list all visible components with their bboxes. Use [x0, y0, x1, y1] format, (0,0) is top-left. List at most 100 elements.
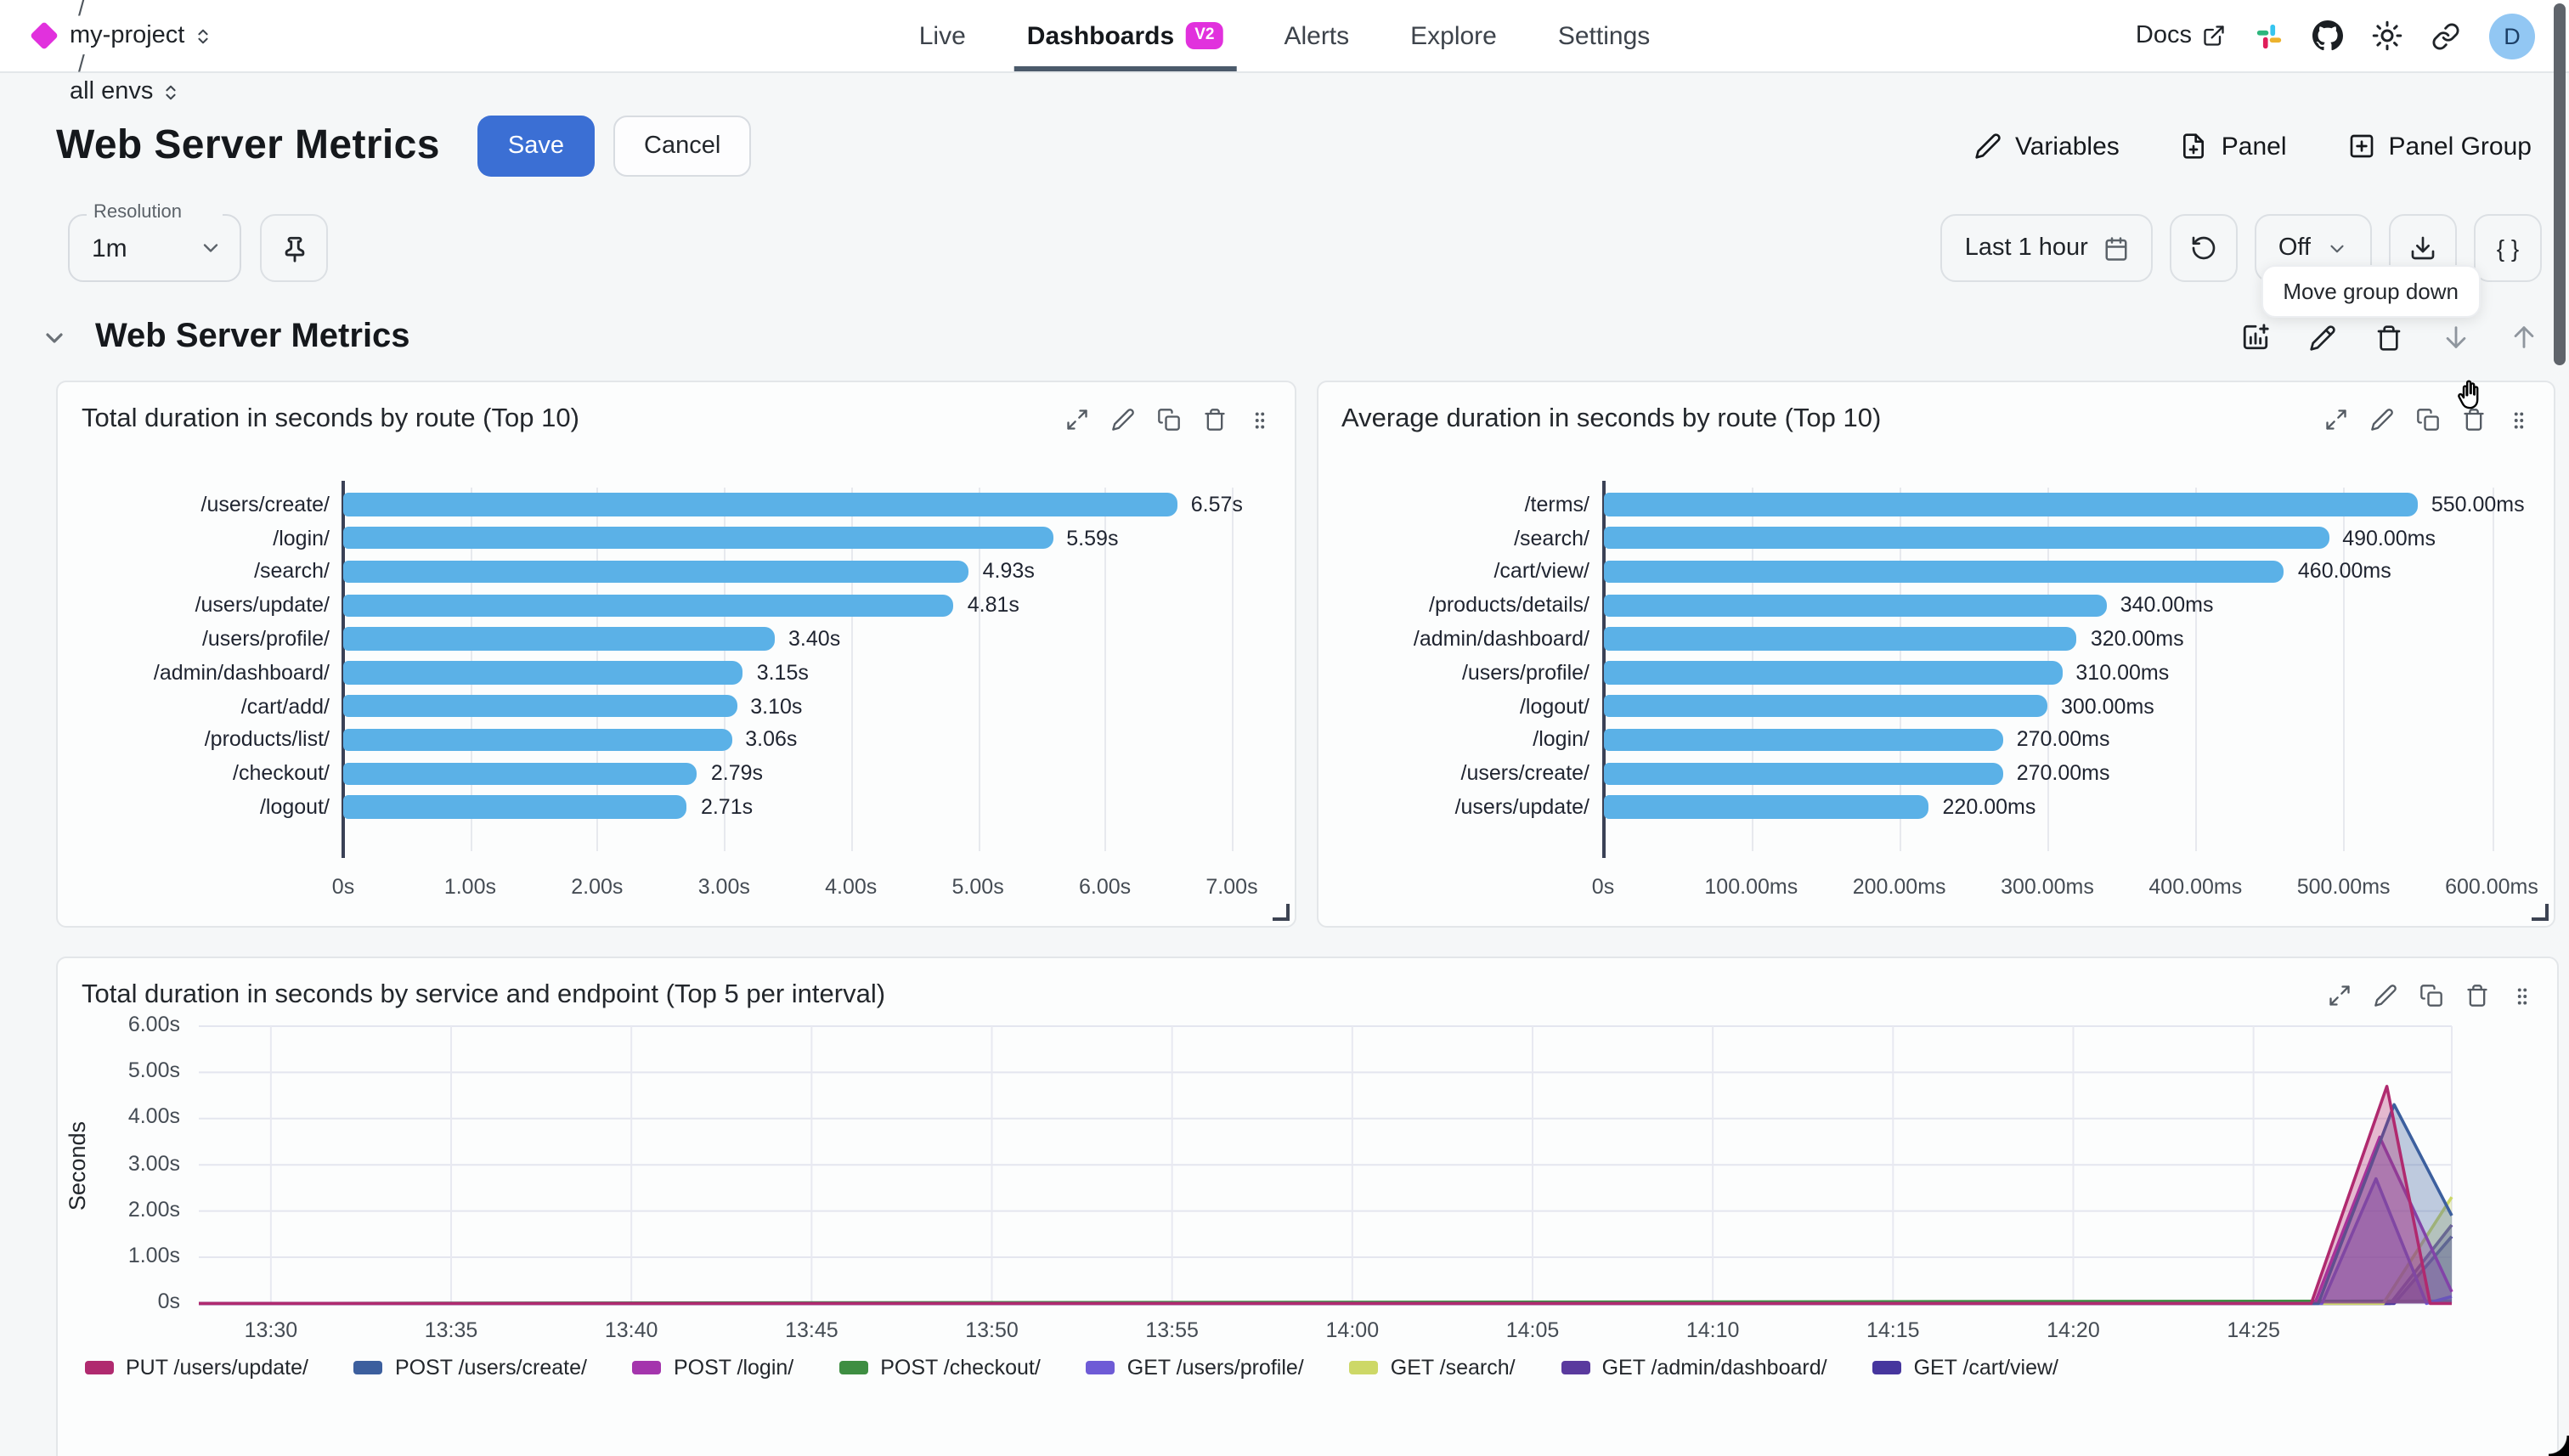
nav-item-settings[interactable]: Settings: [1558, 0, 1650, 71]
legend-item[interactable]: GET /search/: [1349, 1356, 1516, 1380]
bar[interactable]: [1603, 560, 2284, 584]
drag-handle-icon[interactable]: [2511, 983, 2533, 1008]
bar[interactable]: [343, 526, 1053, 550]
resolution-select[interactable]: Resolution 1m: [68, 202, 241, 282]
bar[interactable]: [1603, 594, 2107, 617]
bar[interactable]: [1603, 493, 2418, 516]
edit-panel-icon[interactable]: [2374, 984, 2397, 1007]
move-group-up-icon[interactable]: [2510, 323, 2538, 352]
legend-item[interactable]: PUT /users/update/: [85, 1356, 308, 1380]
resize-handle[interactable]: [1272, 904, 1289, 921]
bar[interactable]: [343, 762, 697, 785]
drag-handle-icon[interactable]: [1248, 407, 1270, 432]
breadcrumb-label: my-project: [70, 22, 185, 49]
breadcrumb-label: all envs: [70, 78, 154, 105]
docs-link[interactable]: Docs: [2136, 22, 2226, 49]
share-link-icon[interactable]: [2431, 21, 2460, 50]
nav-item-alerts[interactable]: Alerts: [1284, 0, 1349, 71]
bar[interactable]: [343, 594, 954, 617]
collapse-chevron-icon[interactable]: [41, 324, 68, 351]
save-button[interactable]: Save: [477, 116, 595, 177]
nav-label: Settings: [1557, 21, 1651, 50]
panel-header: Total duration in seconds by service and…: [58, 958, 2557, 1011]
group-header: Web Server Metrics: [41, 318, 2542, 357]
y-tick-label: 0s: [157, 1290, 180, 1314]
bar[interactable]: [1603, 627, 2077, 651]
move-group-down-icon[interactable]: [2442, 323, 2470, 352]
delete-panel-icon[interactable]: [1202, 408, 1226, 432]
add-panel-group-button[interactable]: Panel Group: [2348, 132, 2532, 161]
bar-category-label: /search/: [1514, 526, 1589, 550]
theme-toggle-sun-icon[interactable]: [2372, 20, 2402, 51]
legend-item[interactable]: GET /users/profile/: [1086, 1356, 1304, 1380]
bar-row: /login/5.59s: [58, 522, 1294, 556]
duplicate-panel-icon[interactable]: [2416, 408, 2440, 432]
legend-item[interactable]: GET /cart/view/: [1872, 1356, 2058, 1380]
bar[interactable]: [1603, 795, 1929, 819]
bar[interactable]: [343, 795, 687, 819]
legend-item[interactable]: GET /admin/dashboard/: [1561, 1356, 1827, 1380]
bar[interactable]: [1603, 526, 2329, 550]
group-actions: [2241, 323, 2542, 352]
bar[interactable]: [1603, 762, 2003, 785]
x-axis-ticks: 0s 100.00ms 200.00ms 300.00ms 400.00ms 500.00…: [1592, 875, 2538, 906]
nav-item-live[interactable]: Live: [919, 0, 966, 71]
panel-header: Average duration in seconds by route (To…: [1318, 382, 2554, 435]
bar-track: 3.15s: [343, 656, 1232, 690]
slack-icon[interactable]: [2255, 21, 2284, 50]
bar[interactable]: [343, 728, 732, 752]
delete-group-icon[interactable]: [2375, 324, 2402, 351]
bar[interactable]: [343, 661, 743, 685]
cancel-button[interactable]: Cancel: [613, 116, 752, 177]
delete-panel-icon[interactable]: [2462, 408, 2486, 432]
legend-swatch: [1561, 1361, 1590, 1374]
x-tick-label: 14:00: [1325, 1318, 1380, 1342]
resize-handle[interactable]: [2532, 904, 2549, 921]
bar[interactable]: [1603, 661, 2063, 685]
bar[interactable]: [343, 560, 969, 584]
time-range-picker[interactable]: Last 1 hour: [1940, 214, 2153, 282]
x-tick-label: 14:10: [1685, 1318, 1740, 1342]
bar[interactable]: [1603, 694, 2047, 718]
breadcrumb-item-all-envs[interactable]: all envs: [70, 78, 235, 105]
bar[interactable]: [1603, 728, 2003, 752]
bar[interactable]: [343, 493, 1177, 516]
edit-group-icon[interactable]: [2309, 324, 2336, 351]
bar[interactable]: [343, 627, 776, 651]
legend-item[interactable]: POST /checkout/: [839, 1356, 1041, 1380]
topbar-actions: Docs D: [2136, 13, 2569, 59]
breadcrumb-item-my-project[interactable]: my-project: [70, 22, 235, 49]
x-tick-label: 300.00ms: [2001, 875, 2094, 899]
expand-icon[interactable]: [1064, 408, 1088, 432]
bar-value-label: 2.71s: [700, 795, 754, 820]
add-chart-icon[interactable]: [2241, 323, 2270, 352]
drag-handle-icon[interactable]: [2508, 407, 2530, 432]
bar-rows: /terms/550.00ms/search/490.00ms/cart/vie…: [1318, 488, 2554, 824]
x-axis-ticks: 0s 1.00s 2.00s 3.00s 4.00s 5.00s 6.00s 7.00s: [332, 875, 1258, 906]
expand-icon[interactable]: [2328, 984, 2352, 1007]
legend-item[interactable]: POST /login/: [632, 1356, 793, 1380]
legend-item[interactable]: POST /users/create/: [353, 1356, 587, 1380]
nav-item-dashboards[interactable]: Dashboards V2: [1013, 0, 1238, 71]
expand-icon[interactable]: [2324, 408, 2348, 432]
duplicate-panel-icon[interactable]: [1156, 408, 1180, 432]
avatar[interactable]: D: [2489, 13, 2535, 59]
variables-button[interactable]: Variables: [1974, 132, 2120, 161]
delete-panel-icon[interactable]: [2465, 984, 2489, 1007]
json-button[interactable]: { }: [2474, 214, 2542, 282]
page-scrollbar[interactable]: [2554, 3, 2566, 365]
github-icon[interactable]: [2312, 20, 2343, 51]
main-nav: Live Dashboards V2 Alerts Explore Settings: [919, 0, 1650, 71]
bar-track: 320.00ms: [1603, 622, 2492, 656]
duplicate-panel-icon[interactable]: [2419, 984, 2443, 1007]
bar-category-label: /search/: [254, 559, 330, 584]
edit-panel-icon[interactable]: [1110, 408, 1134, 432]
edit-panel-icon[interactable]: [2370, 408, 2394, 432]
nav-item-explore[interactable]: Explore: [1410, 0, 1497, 71]
auto-refresh-select[interactable]: Off: [2254, 214, 2372, 282]
bar[interactable]: [343, 694, 737, 718]
x-tick-label: 13:40: [604, 1318, 658, 1342]
add-panel-button[interactable]: Panel: [2181, 132, 2287, 161]
refresh-button[interactable]: [2169, 214, 2238, 282]
pin-button[interactable]: [260, 214, 328, 282]
